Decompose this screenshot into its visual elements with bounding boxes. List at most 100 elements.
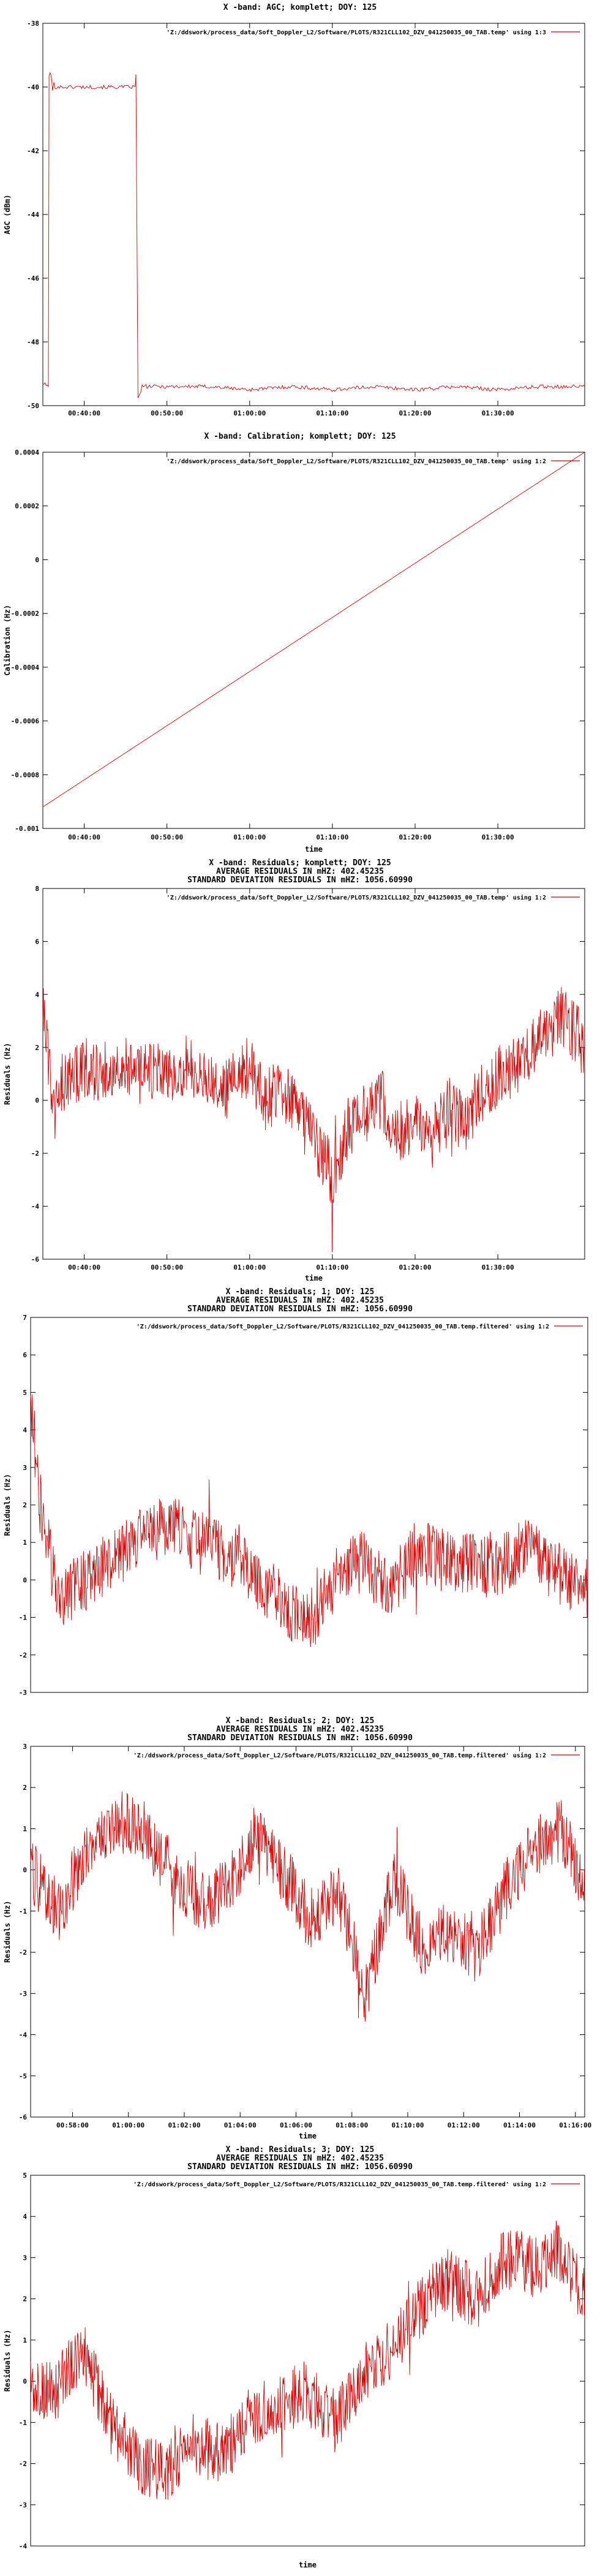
y-tick-label: -3: [19, 1990, 27, 1998]
y-tick-label: -6: [19, 2113, 28, 2121]
y-tick-label: -1: [19, 1907, 28, 1915]
chart-svg: 543210-1-2-3-418:0020:0022:0024:0026:002…: [3, 2172, 585, 2569]
x-tick-label: 01:00:00: [233, 1263, 266, 1271]
y-tick-label: -0.0002: [11, 610, 39, 618]
chart-title: X -band: AGC; komplett; DOY: 125: [223, 3, 377, 12]
y-tick-label: 6: [23, 1351, 27, 1359]
y-tick-label: -50: [27, 402, 39, 410]
chart-subtitle-average: AVERAGE RESIDUALS IN mHZ: 402.45235: [216, 867, 384, 876]
y-tick-label: -48: [27, 338, 39, 346]
x-tick-label: 01:00:00: [233, 409, 266, 417]
y-tick-label: 2: [23, 1784, 27, 1792]
series-line: [43, 72, 585, 398]
y-axis-label: Residuals (Hz): [3, 1901, 12, 1963]
y-tick-label: 8: [35, 885, 39, 893]
y-tick-label: -46: [27, 275, 39, 282]
chart-panel-calibration: X -band: Calibration; komplett; DOY: 125…: [0, 429, 600, 858]
y-tick-label: -6: [31, 1256, 40, 1263]
y-tick-label: 1: [23, 1539, 27, 1547]
y-tick-label: -1: [19, 1614, 28, 1622]
y-tick-label: -1: [19, 2419, 28, 2426]
plot-frame: [42, 452, 585, 829]
y-axis-label: Calibration (Hz): [3, 605, 12, 676]
y-tick-label: -2: [19, 2460, 27, 2468]
chart-panel-agc: X -band: AGC; komplett; DOY: 125 -38 -40-…: [0, 0, 600, 429]
y-tick-label: -4: [19, 2031, 28, 2039]
y-tick-label: 4: [23, 1426, 27, 1434]
y-tick-label: 0: [35, 556, 39, 564]
legend-label: 'Z:/ddswork/process_data/Soft_Doppler_L2…: [137, 1323, 549, 1330]
x-tick-label: 01:16:00: [559, 2121, 591, 2129]
chart-panel-residuals-1: X -band: Residuals; 1; DOY: 125 AVERAGE …: [0, 1287, 600, 1716]
chart-svg: -38 -40 -42 -44 -46 -48 -50 00:40:00 00:50:00 01:…: [3, 20, 585, 417]
y-tick-label: -5: [19, 2072, 27, 2080]
y-tick-label: 0: [35, 1097, 39, 1105]
x-tick-label: 01:30:00: [482, 409, 514, 417]
y-tick-label: 0.0002: [15, 502, 39, 510]
plot-frame: [42, 888, 585, 1260]
chart-subtitle-average: AVERAGE RESIDUALS IN mHZ: 402.45235: [216, 1725, 384, 1734]
x-tick-label: 01:10:00: [392, 2121, 424, 2129]
x-tick-label: 00:40:00: [68, 1263, 100, 1271]
series-line: [43, 452, 585, 808]
x-tick-label: 01:00:00: [112, 2121, 144, 2129]
y-tick-label: -3: [19, 1689, 27, 1697]
y-tick-label: -0.0004: [11, 664, 40, 672]
plot-frame: [42, 23, 585, 406]
y-tick-label: 2: [35, 1044, 39, 1051]
chart-title: X -band: Residuals; 2; DOY: 125: [225, 1716, 375, 1726]
y-tick-label: 7: [23, 1314, 27, 1322]
series-line: [31, 2221, 585, 2500]
x-axis-label: time: [305, 1274, 323, 1282]
chart-title: X -band: Residuals; 3; DOY: 125: [225, 2145, 375, 2154]
chart-title: X -band: Calibration; komplett; DOY: 125: [204, 432, 396, 441]
chart-title: X -band: Residuals; komplett; DOY: 125: [209, 858, 391, 868]
x-tick-label: 01:20:00: [399, 409, 432, 417]
y-axis-label: AGC (dBm): [3, 194, 12, 234]
y-tick-label: 5: [23, 2172, 27, 2180]
x-axis-label: time: [305, 845, 323, 854]
x-tick-label: 01:14:00: [503, 2121, 536, 2129]
series-line: [31, 1394, 588, 1648]
y-tick-label: -2: [19, 1651, 27, 1659]
chart-subtitle-stddev: STANDARD DEVIATION RESIDUALS IN mHZ: 105…: [187, 2162, 413, 2172]
y-tick-label: 6: [35, 938, 39, 945]
y-tick-label: 0: [23, 1576, 27, 1584]
series-line: [31, 1791, 585, 2022]
x-tick-label: 00:50:00: [151, 833, 183, 841]
x-tick-label: 01:10:00: [316, 1263, 348, 1271]
y-tick-label: -3: [19, 2501, 27, 2509]
x-tick-label: 00:58:00: [56, 2121, 89, 2129]
y-tick-label: 5: [23, 1388, 27, 1396]
x-tick-label: 01:02:00: [168, 2121, 200, 2129]
y-tick-label: -2: [31, 1150, 39, 1157]
x-tick-label: 01:30:00: [482, 1263, 514, 1271]
y-axis-label: Residuals (Hz): [3, 2330, 12, 2392]
y-tick-label: -42: [27, 147, 39, 155]
y-tick-label: -0.0006: [11, 718, 40, 725]
x-tick-label: 01:00:00: [233, 833, 266, 841]
y-tick-label: -38: [27, 20, 39, 28]
x-axis-label: time: [299, 2561, 317, 2569]
y-tick-label: 4: [35, 991, 39, 999]
x-tick-label: 01:06:00: [280, 2121, 312, 2129]
y-tick-label: -2: [19, 1949, 27, 1957]
y-tick-label: 2: [23, 1501, 27, 1509]
chart-panel-residuals-3: X -band: Residuals; 3; DOY: 125 AVERAGE …: [0, 2145, 600, 2574]
x-tick-label: 01:04:00: [224, 2121, 257, 2129]
y-tick-label: 0: [23, 1866, 27, 1874]
chart-svg: 0.0004 0.0002 0 -0.0002 -0.0004 -0.0006 -0.000…: [3, 449, 585, 854]
y-axis-label: Residuals (Hz): [3, 1043, 12, 1105]
x-tick-label: 01:10:00: [316, 833, 348, 841]
y-tick-label: 1: [23, 1825, 27, 1833]
plot-frame: [30, 1317, 588, 1693]
legend-label: 'Z:/ddswork/process_data/Soft_Doppler_L2…: [167, 29, 546, 36]
x-tick-label: 00:50:00: [151, 1263, 183, 1271]
y-tick-label: 4: [23, 2213, 27, 2221]
x-tick-label: 01:20:00: [399, 833, 432, 841]
chart-subtitle-average: AVERAGE RESIDUALS IN mHZ: 402.45235: [216, 2154, 384, 2163]
chart-title: X -band: Residuals; 1; DOY: 125: [225, 1287, 375, 1297]
series-line: [43, 987, 585, 1252]
chart-subtitle-stddev: STANDARD DEVIATION RESIDUALS IN mHZ: 105…: [187, 1733, 413, 1743]
y-tick-label: -0.0008: [11, 771, 39, 779]
